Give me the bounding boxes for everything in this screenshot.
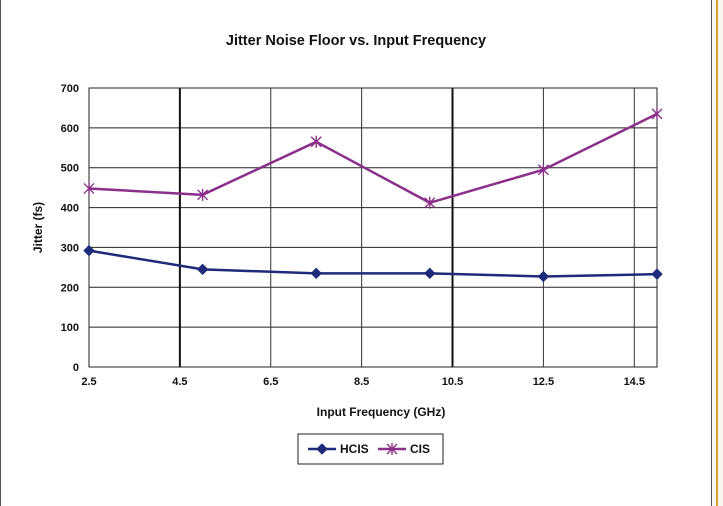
y-tick-label: 0	[73, 362, 79, 374]
data-point-hcis	[316, 443, 328, 455]
x-tick-label: 4.5	[172, 376, 187, 388]
data-point-cis	[424, 196, 436, 209]
data-point-hcis	[310, 267, 322, 280]
x-tick-label: 2.5	[81, 376, 96, 388]
x-tick-label: 10.5	[442, 376, 463, 388]
x-axis-title: Input Frequency (GHz)	[317, 405, 446, 419]
data-point-cis	[197, 188, 209, 201]
data-point-cis	[386, 443, 398, 455]
x-tick-label: 8.5	[354, 376, 369, 388]
x-tick-label: 12.5	[533, 376, 554, 388]
legend-item-cis: CIS	[378, 442, 430, 456]
x-tick-label: 14.5	[624, 376, 645, 388]
y-tick-label: 200	[61, 282, 79, 294]
data-point-cis	[651, 107, 663, 120]
data-point-hcis	[537, 270, 550, 283]
y-tick-label: 500	[61, 163, 79, 175]
series-line-cis	[88, 112, 658, 205]
legend-item-hcis: HCIS	[308, 442, 369, 456]
data-point-cis	[310, 135, 322, 148]
data-point-hcis	[651, 268, 663, 280]
x-tick-label: 6.5	[263, 376, 278, 388]
y-tick-label: 600	[61, 123, 79, 135]
page-edge-line	[716, 0, 718, 506]
data-point-hcis	[83, 244, 95, 257]
y-tick-label: 700	[61, 83, 79, 95]
y-tick-label: 300	[61, 242, 79, 254]
data-point-hcis	[196, 263, 209, 276]
legend-label: HCIS	[340, 442, 369, 456]
data-point-cis	[83, 182, 95, 195]
series-line-hcis	[88, 249, 658, 278]
data-point-cis	[537, 163, 549, 176]
series-lines	[83, 107, 663, 283]
tick-labels: 0 100 200 300 400 500 600 700 2.5 4.5 6.5 8.5 10.5 12…	[61, 83, 645, 388]
plot-area	[88, 87, 658, 368]
data-point-hcis	[424, 267, 436, 280]
y-tick-label: 400	[61, 203, 79, 215]
chart-title: Jitter Noise Floor vs. Input Frequency	[225, 33, 487, 49]
legend: HCIS CIS	[297, 433, 444, 465]
legend-label: CIS	[410, 442, 430, 456]
grid-lines	[88, 87, 657, 368]
y-tick-label: 100	[61, 322, 79, 334]
y-axis-title: Jitter (fs)	[31, 202, 45, 253]
